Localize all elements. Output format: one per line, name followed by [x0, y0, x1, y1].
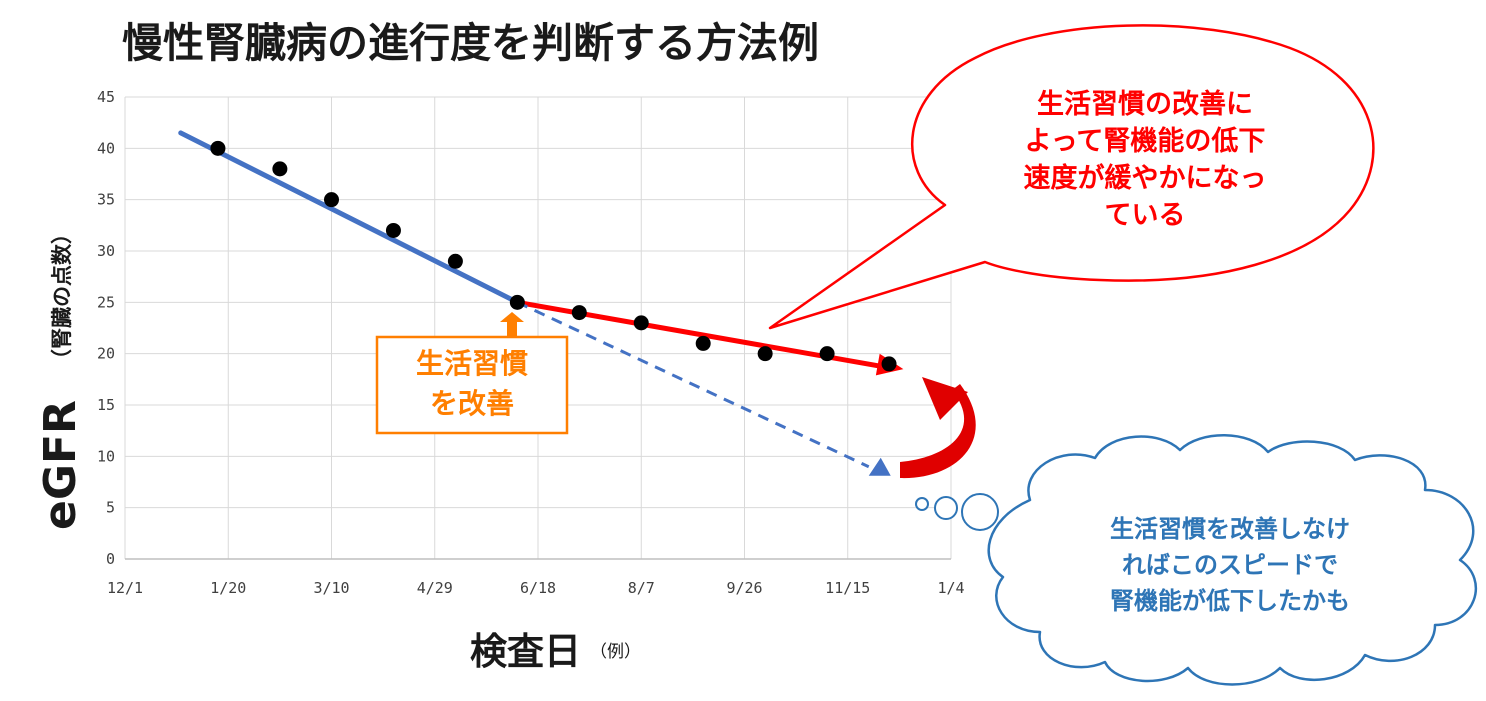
x-axis-note: （例）	[590, 642, 641, 662]
data-point	[571, 305, 587, 321]
x-tick-label: 1/20	[210, 579, 246, 597]
data-point	[695, 335, 711, 351]
data-points	[210, 140, 897, 372]
y-axis-note: （腎臓の点数）	[50, 223, 74, 370]
thought-cloud-line: 腎機能が低下したかも	[1110, 587, 1350, 615]
intervention-label: 生活習慣を改善	[416, 347, 528, 420]
x-tick-label: 1/4	[937, 579, 964, 597]
data-point	[385, 222, 401, 238]
y-axis-label: eGFR （腎臓の点数）	[35, 223, 86, 530]
data-point	[324, 192, 339, 208]
speech-bubble-line: よって腎機能の低下	[1025, 125, 1266, 157]
x-tick-label: 8/7	[628, 579, 655, 597]
curved-arrow	[900, 377, 976, 479]
y-tick-label: 40	[97, 139, 115, 157]
x-tick-label: 9/26	[726, 579, 762, 597]
projected-trend-line	[516, 300, 870, 469]
speech-bubble-line: ている	[1105, 200, 1186, 231]
data-point	[757, 346, 773, 362]
y-tick-label: 30	[97, 242, 115, 260]
triangle-marker-icon	[868, 457, 891, 476]
data-point	[272, 161, 288, 177]
y-tick-label: 0	[106, 550, 115, 568]
thought-dot-small	[915, 497, 929, 511]
intervention-box	[375, 335, 569, 435]
chart-title: 慢性腎臓病の進行度を判断する方法例	[122, 19, 819, 67]
y-tick-label: 5	[106, 499, 115, 517]
y-tick-label: 15	[97, 396, 115, 414]
y-tick-label: 45	[97, 88, 115, 106]
data-point	[509, 294, 525, 310]
y-tick-label: 10	[97, 447, 115, 465]
curved-arrow-head-icon	[922, 377, 968, 420]
up-arrow-icon	[500, 312, 524, 336]
speech-bubble-line: 生活習慣の改善に	[1037, 88, 1253, 120]
data-point	[210, 140, 226, 156]
thought-dot-large	[961, 493, 999, 531]
data-point	[633, 315, 649, 331]
cloud-shape	[987, 434, 1477, 686]
curved-arrow-body	[900, 384, 976, 479]
trend-line-before	[178, 130, 520, 305]
data-point	[447, 253, 463, 269]
y-tick-label: 25	[97, 293, 115, 311]
speech-bubble-line: 速度が緩やかになっ	[1024, 162, 1267, 194]
data-point	[881, 356, 897, 372]
x-tick-label: 4/29	[417, 579, 453, 597]
thought-cloud-line: ればこのスピードで	[1122, 551, 1338, 579]
y-tick-labels: 0 5 10 15 20 25 30 35 40 45	[97, 88, 115, 568]
x-tick-label: 3/10	[313, 579, 349, 597]
intervention-callout: 生活習慣を改善	[375, 312, 569, 435]
x-axis-title: 検査日	[470, 630, 581, 673]
data-point	[819, 346, 835, 362]
speech-bubble-shape	[768, 24, 1375, 330]
y-tick-label: 35	[97, 191, 115, 209]
x-tick-label: 6/18	[520, 579, 556, 597]
y-axis-title: eGFR	[35, 400, 86, 530]
x-tick-labels: 12/1 1/20 3/10 4/29 6/18 8/7 9/26 11/15 1/4	[107, 579, 965, 597]
y-tick-label: 20	[97, 345, 115, 363]
thought-dot-medium	[934, 496, 958, 520]
x-tick-label: 12/1	[107, 579, 143, 597]
thought-cloud-line: 生活習慣を改善しなけ	[1110, 515, 1350, 543]
x-tick-label: 11/15	[825, 579, 870, 597]
